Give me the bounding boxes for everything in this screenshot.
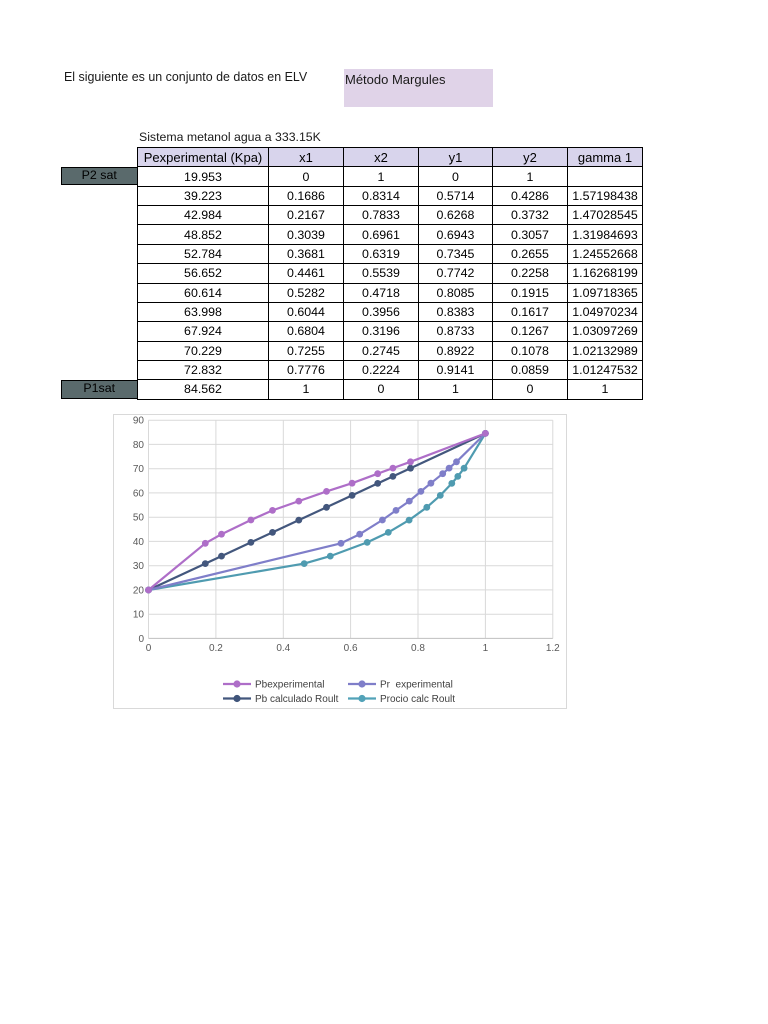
svg-text:0: 0 — [138, 634, 144, 645]
svg-text:80: 80 — [133, 440, 145, 451]
svg-text:Pr experimental: Pr experimental — [380, 680, 453, 691]
svg-text:Pb calculado Roult: Pb calculado Roult — [255, 694, 339, 705]
svg-text:20: 20 — [133, 585, 145, 596]
svg-text:70: 70 — [133, 464, 145, 475]
svg-text:Pbexperimental: Pbexperimental — [255, 680, 324, 691]
svg-text:0.8: 0.8 — [411, 643, 425, 654]
svg-text:10: 10 — [133, 610, 145, 621]
svg-text:Procio calc Roult: Procio calc Roult — [380, 694, 455, 705]
svg-text:40: 40 — [133, 537, 145, 548]
svg-text:0.2: 0.2 — [209, 643, 223, 654]
svg-text:0.6: 0.6 — [344, 643, 358, 654]
svg-text:1: 1 — [483, 643, 489, 654]
svg-text:60: 60 — [133, 488, 145, 499]
svg-text:50: 50 — [133, 513, 145, 524]
svg-text:0.4: 0.4 — [276, 643, 290, 654]
svg-text:30: 30 — [133, 561, 145, 572]
svg-text:90: 90 — [133, 416, 145, 427]
svg-text:1.2: 1.2 — [546, 643, 560, 654]
svg-text:0: 0 — [146, 643, 152, 654]
